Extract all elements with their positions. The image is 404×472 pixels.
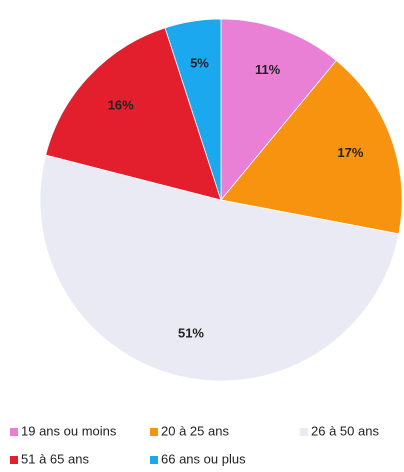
data-label: 51% <box>178 326 204 341</box>
data-label: 17% <box>337 145 363 160</box>
legend-label: 20 à 25 ans <box>161 423 229 438</box>
data-label: 11% <box>255 62 281 77</box>
legend-label: 51 à 65 ans <box>21 451 89 466</box>
pie-slice <box>220 59 403 235</box>
data-label: 5% <box>190 56 209 71</box>
legend: 19 ans ou moins 20 à 25 ans 26 à 50 ans 51 … <box>10 423 379 466</box>
legend-label: 66 ans ou plus <box>161 451 246 466</box>
pie-slice <box>164 18 222 201</box>
legend-swatch <box>10 428 18 436</box>
legend-swatch <box>150 456 158 464</box>
pie-slice <box>220 18 337 202</box>
legend-label: 26 à 50 ans <box>311 423 379 438</box>
pie-slice <box>39 154 400 382</box>
pie <box>39 18 403 382</box>
legend-swatch <box>300 428 308 436</box>
data-labels: 11% 17% 51% 16% 5% <box>108 56 364 341</box>
legend-label: 19 ans ou moins <box>21 423 117 438</box>
pie-slice <box>45 27 222 201</box>
data-label: 16% <box>108 97 134 112</box>
legend-swatch <box>150 428 158 436</box>
legend-swatch <box>10 456 18 464</box>
